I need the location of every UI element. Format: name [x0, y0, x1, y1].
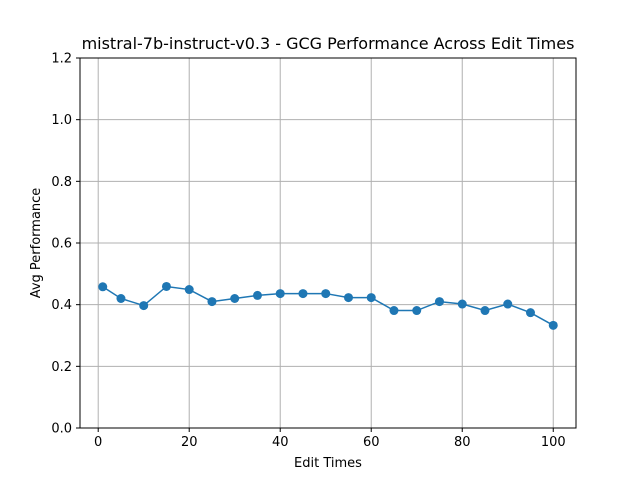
data-point	[161, 281, 171, 291]
y-tick-label: 0.8	[51, 175, 72, 190]
data-point	[116, 294, 126, 303]
data-point	[321, 289, 331, 299]
data-point	[252, 290, 262, 300]
data-point	[230, 294, 240, 303]
data-point	[457, 299, 467, 309]
grid-lines	[80, 57, 576, 429]
y-tick-label: 0.0	[51, 422, 72, 437]
data-point	[98, 282, 108, 292]
axis-ticks: 0 20 40 60 80 100 0.0 0.2 0.4 0.6 0.8 1.0 1.2	[51, 52, 565, 451]
chart-title: mistral-7b-instruct-v0.3 - GCG Performan…	[82, 34, 575, 53]
data-point	[207, 297, 217, 307]
data-point	[275, 289, 285, 299]
data-series	[98, 281, 558, 330]
data-point	[525, 308, 535, 318]
y-axis-title: Avg Performance	[29, 188, 44, 299]
data-point	[503, 299, 513, 309]
x-tick-label: 20	[181, 435, 198, 450]
y-tick-label: 1.0	[51, 113, 72, 128]
x-tick-label: 80	[454, 435, 471, 450]
data-point	[389, 306, 399, 316]
data-point	[343, 293, 353, 303]
data-point	[480, 306, 490, 316]
data-point	[548, 320, 558, 330]
y-tick-label: 0.6	[51, 237, 72, 252]
data-point	[298, 289, 308, 299]
data-point	[184, 285, 194, 295]
x-tick-label: 40	[272, 435, 289, 450]
data-point	[139, 301, 149, 311]
data-point	[366, 293, 376, 303]
data-point	[412, 306, 422, 316]
y-tick-label: 0.2	[51, 360, 72, 375]
data-point	[434, 297, 444, 307]
y-tick-label: 1.2	[51, 52, 72, 67]
y-tick-label: 0.4	[51, 298, 72, 313]
x-tick-label: 60	[363, 435, 380, 450]
x-tick-label: 100	[541, 435, 566, 450]
x-tick-label: 0	[94, 435, 102, 450]
x-axis-title: Edit Times	[294, 456, 362, 471]
